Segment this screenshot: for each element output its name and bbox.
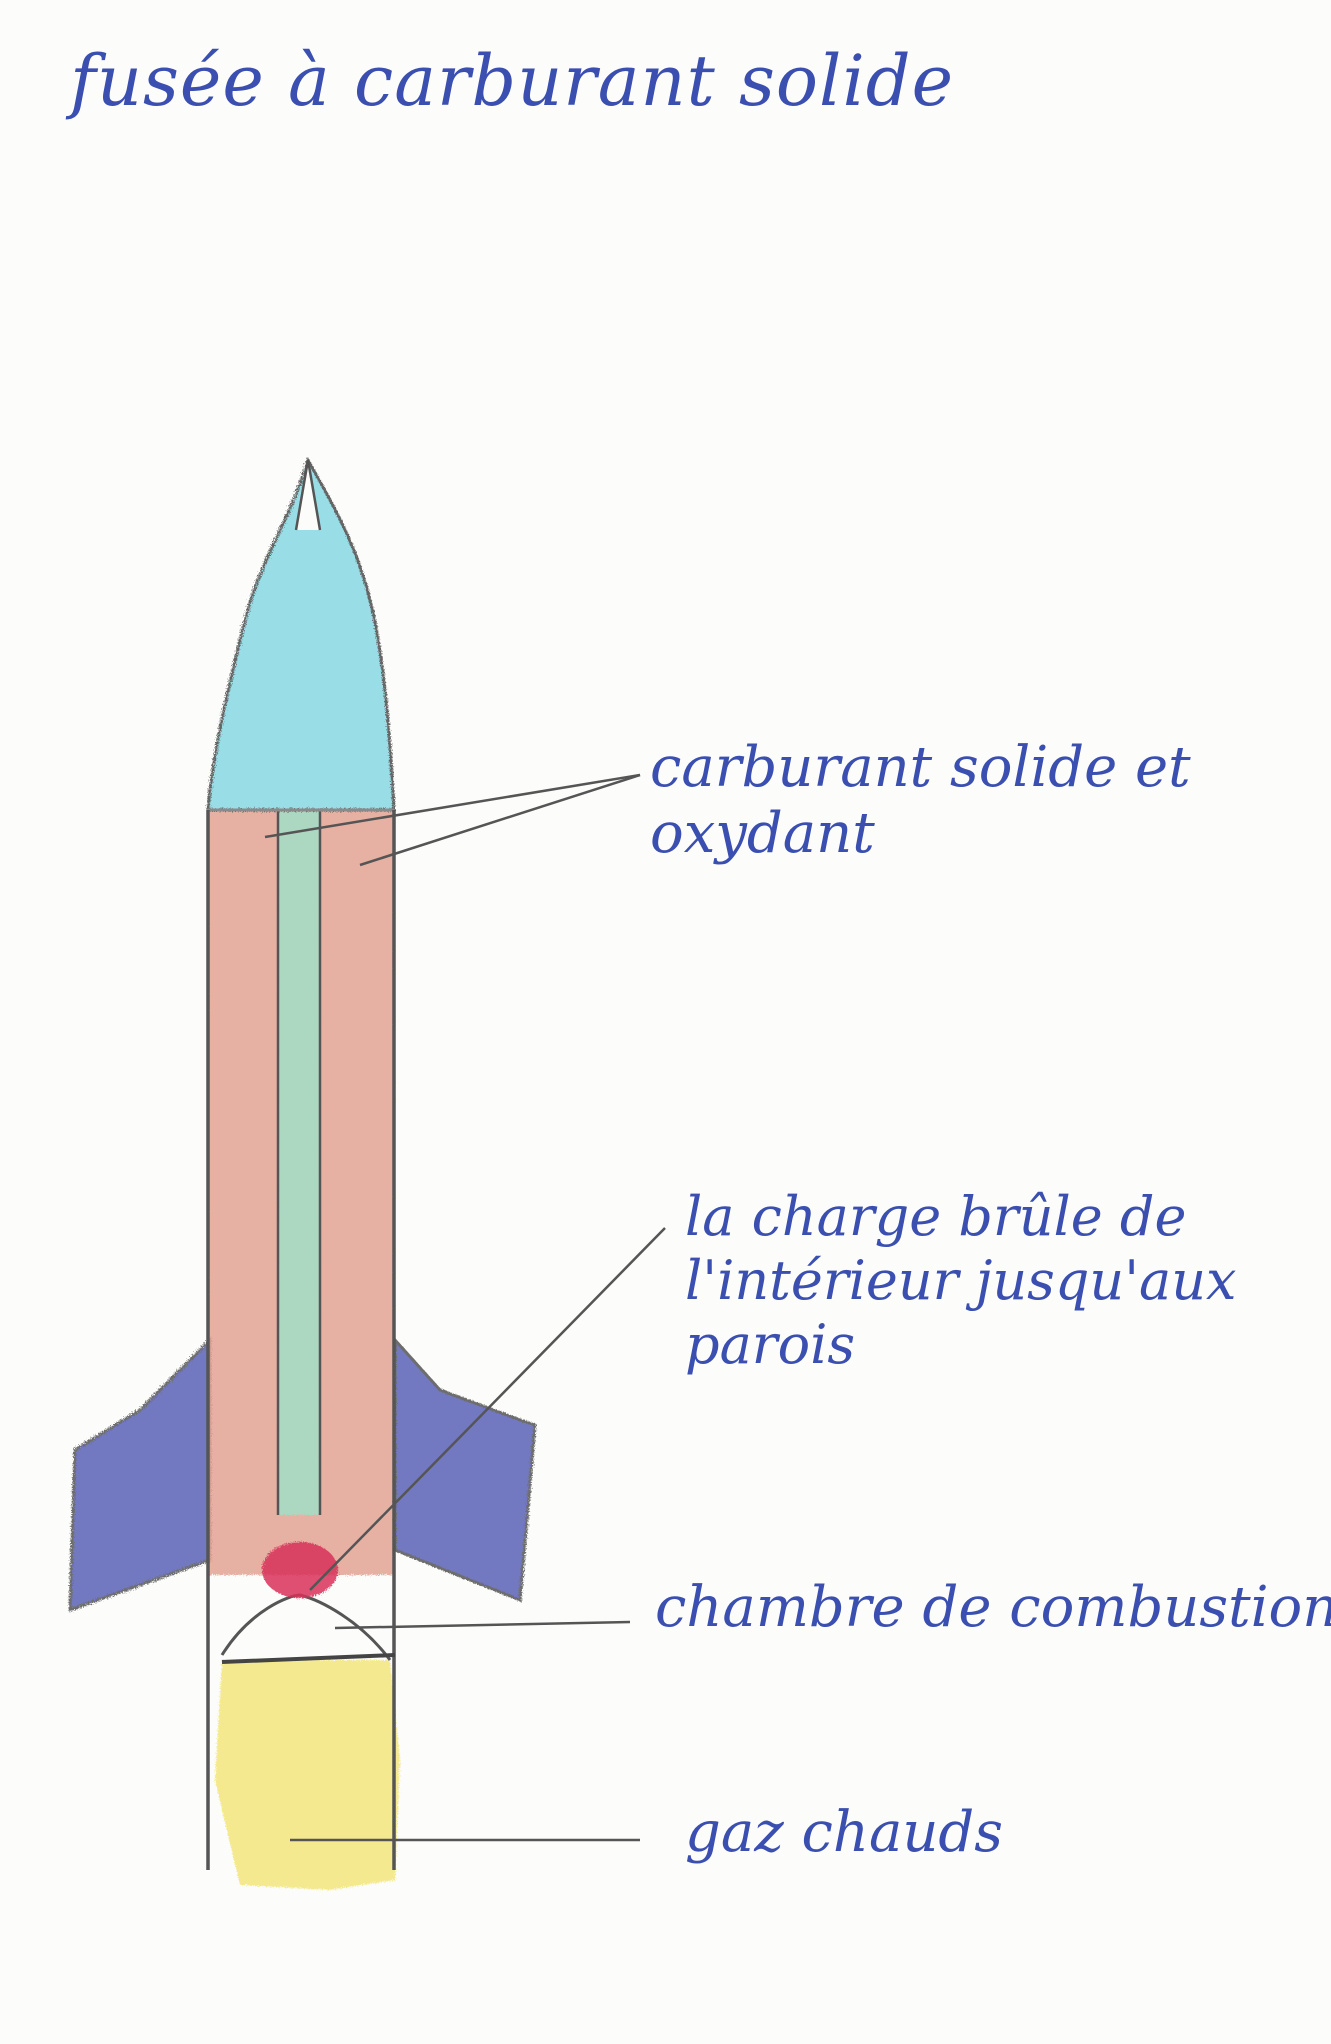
label-hot-gas: gaz chauds (685, 1800, 1004, 1865)
label-burn-line3: parois (685, 1313, 856, 1376)
diagram-title: fusée à carburant solide (70, 40, 955, 122)
leader-chamber (334, 1620, 631, 1630)
exhaust-gas (215, 1660, 400, 1890)
leader-burn (309, 1227, 666, 1591)
ignition-point (262, 1542, 338, 1598)
label-fuel-line2: oxydant (650, 801, 875, 866)
label-fuel-line1: carburant solide et (650, 735, 1191, 800)
label-burn-line1: la charge brûle de (685, 1185, 1187, 1248)
label-burn-direction: la charge brûle de l'intérieur jusqu'aux… (685, 1185, 1236, 1377)
left-fin (68, 1336, 212, 1613)
leader-fuel-b (359, 773, 641, 867)
right-fin (393, 1336, 537, 1603)
label-fuel-oxidizer: carburant solide et oxydant (650, 735, 1191, 867)
label-combustion-chamber: chambre de combustion (655, 1575, 1331, 1640)
core-channel (278, 810, 320, 1515)
leader-fuel-a (264, 773, 641, 839)
label-burn-line2: l'intérieur jusqu'aux (685, 1249, 1237, 1312)
